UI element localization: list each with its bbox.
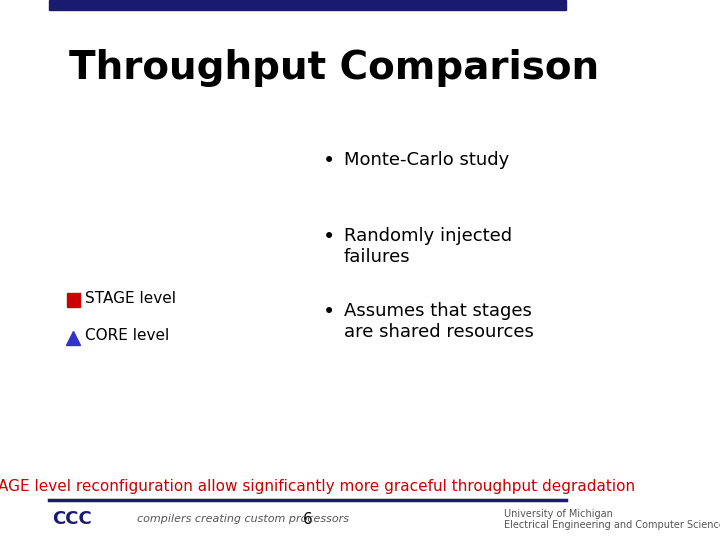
Text: Monte-Carlo study: Monte-Carlo study <box>343 151 509 169</box>
Text: CCC: CCC <box>52 510 91 529</box>
Text: University of Michigan
Electrical Engineering and Computer Science: University of Michigan Electrical Engine… <box>504 509 720 530</box>
Text: •: • <box>323 227 335 247</box>
Text: STAGE level: STAGE level <box>85 291 176 306</box>
FancyBboxPatch shape <box>67 293 80 307</box>
FancyBboxPatch shape <box>48 0 566 10</box>
Text: 6: 6 <box>302 512 312 527</box>
Text: Throughput Comparison: Throughput Comparison <box>69 49 599 86</box>
Text: Randomly injected
failures: Randomly injected failures <box>343 227 512 266</box>
Text: Assumes that stages
are shared resources: Assumes that stages are shared resources <box>343 302 534 341</box>
Text: CORE level: CORE level <box>85 328 169 343</box>
Text: •: • <box>323 151 335 171</box>
Text: STAGE level reconfiguration allow significantly more graceful throughput degrada: STAGE level reconfiguration allow signif… <box>0 478 635 494</box>
Text: •: • <box>323 302 335 322</box>
Text: compilers creating custom processors: compilers creating custom processors <box>137 515 348 524</box>
